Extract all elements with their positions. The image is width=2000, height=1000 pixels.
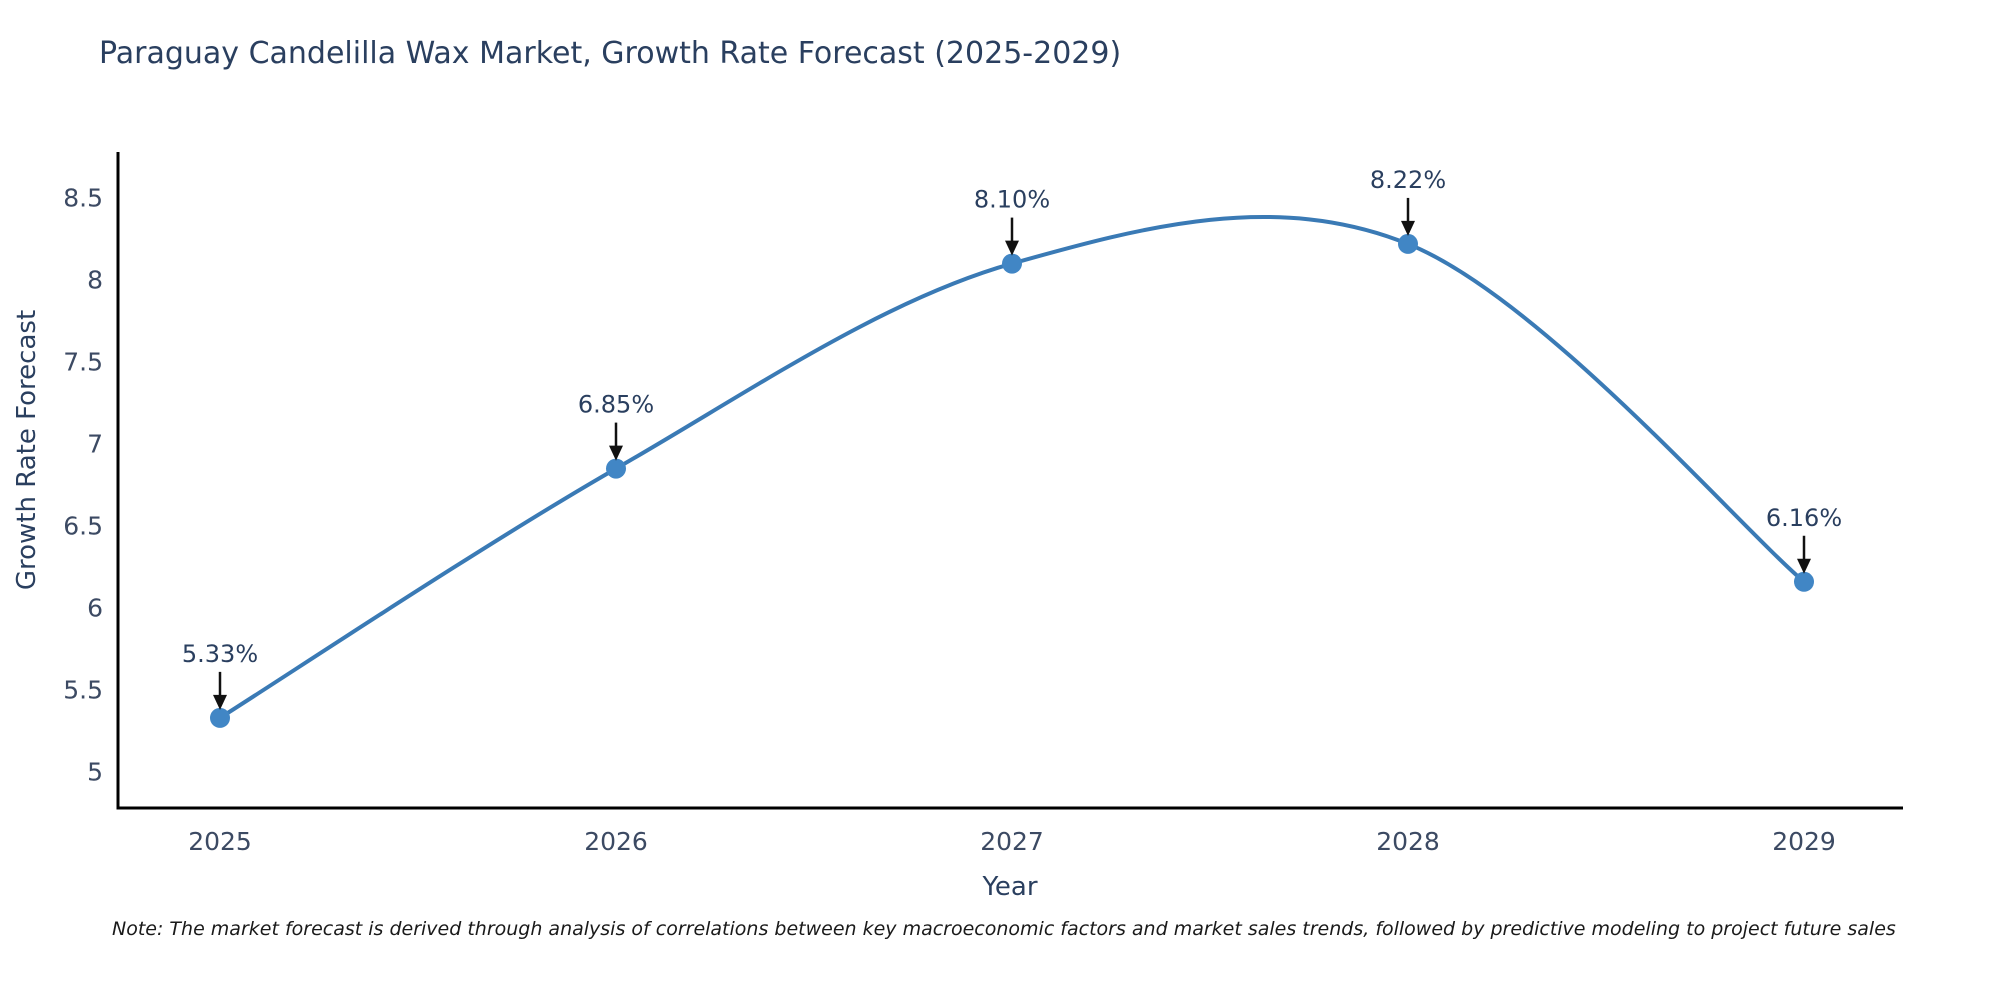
data-point-label: 6.85%	[578, 391, 654, 419]
forecast-line	[218, 215, 1806, 720]
y-tick-label: 7	[87, 430, 103, 459]
data-point-label: 8.22%	[1370, 166, 1446, 194]
y-tick-label: 8	[87, 266, 103, 295]
annotation-arrowhead-icon	[1005, 240, 1019, 256]
chart-title: Paraguay Candelilla Wax Market, Growth R…	[99, 36, 1122, 71]
data-point-label: 6.16%	[1766, 504, 1842, 532]
x-tick-label: 2026	[584, 827, 648, 856]
data-point-marker	[210, 707, 230, 728]
y-tick-label: 6.5	[63, 512, 103, 541]
annotation-arrowhead-icon	[609, 445, 623, 461]
y-tick-label: 5.5	[63, 676, 103, 705]
y-tick-label: 8.5	[63, 184, 103, 213]
annotation-arrowhead-icon	[1401, 220, 1415, 236]
annotation-arrowhead-icon	[213, 694, 227, 710]
annotation-arrowhead-icon	[1797, 558, 1811, 574]
y-tick-label: 6	[87, 594, 103, 623]
x-tick-label: 2025	[188, 827, 252, 856]
x-tick-label: 2028	[1376, 827, 1440, 856]
data-point-marker	[1398, 233, 1418, 254]
data-point-marker	[606, 458, 626, 479]
data-point-marker	[1002, 253, 1022, 274]
footnote: Note: The market forecast is derived thr…	[112, 918, 1896, 940]
data-point-label: 5.33%	[182, 640, 258, 668]
x-axis-title: Year	[982, 872, 1038, 902]
x-tick-label: 2029	[1772, 827, 1836, 856]
data-point-marker	[1794, 571, 1814, 592]
y-tick-label: 5	[87, 758, 103, 787]
x-tick-label: 2027	[980, 827, 1044, 856]
y-tick-label: 7.5	[63, 348, 103, 377]
data-point-label: 8.10%	[974, 186, 1050, 214]
